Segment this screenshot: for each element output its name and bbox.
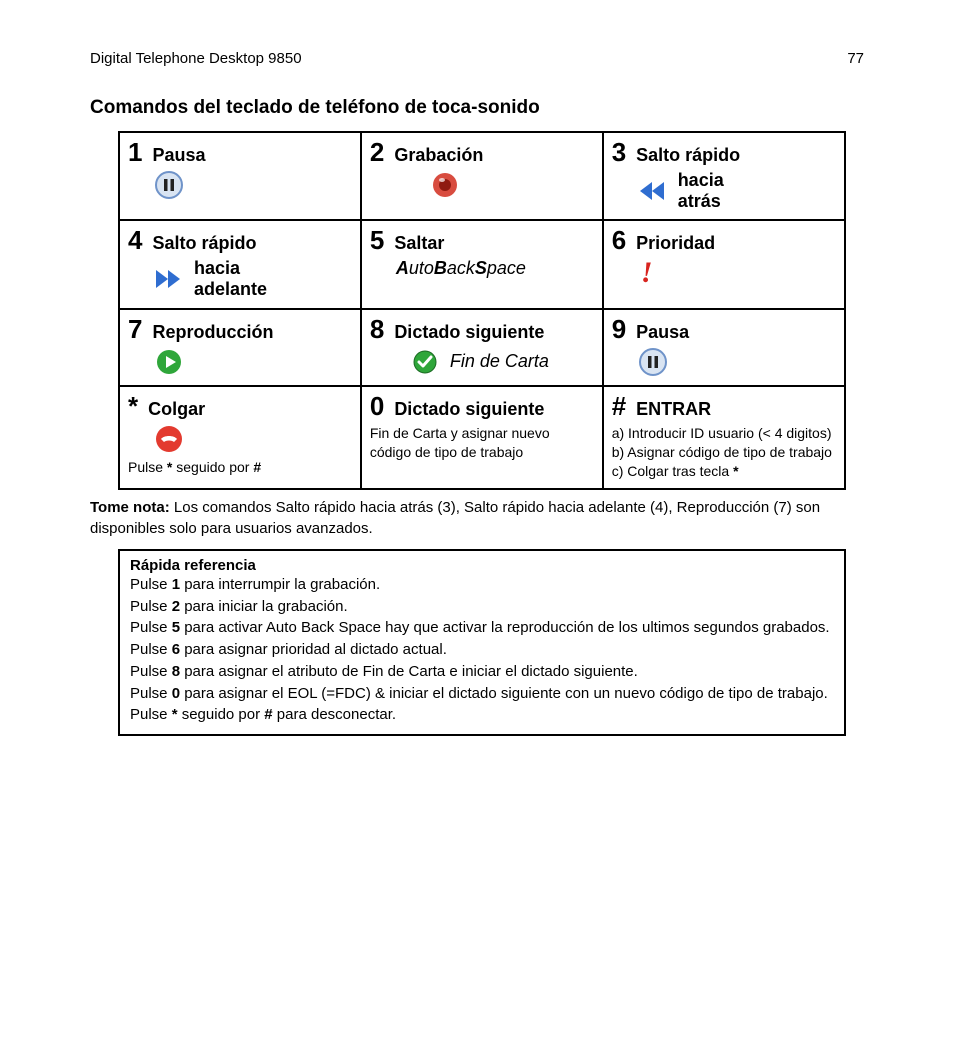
quick-reference-line: Pulse 5 para activar Auto Back Space hay… [130,617,834,639]
record-icon [430,170,460,200]
key-label: Salto rápido [636,145,740,166]
cell-6: 6 Prioridad ! [603,220,845,308]
key-number: * [128,393,138,419]
key-number: 2 [370,139,384,165]
key-label: Colgar [148,399,205,420]
key-number: 3 [612,139,626,165]
key-label: Pausa [636,322,689,343]
product-name: Digital Telephone Desktop 9850 [90,50,302,67]
section-title: Comandos del teclado de teléfono de toca… [90,97,864,119]
key-label: Reproducción [152,322,273,343]
keypad-table: 1 Pausa 2 Grabación [118,131,846,490]
cell-3: 3 Salto rápido haciaatrás [603,132,845,220]
key-label: ENTRAR [636,399,711,420]
autobackspace-label: AutoBackSpace [396,258,526,279]
quick-reference-line: Pulse 2 para iniciar la grabación. [130,596,834,618]
key-number: 8 [370,316,384,342]
quick-reference-line: Pulse 6 para asignar prioridad al dictad… [130,639,834,661]
check-icon [410,347,440,377]
rewind-icon [638,176,668,206]
cell-1: 1 Pausa [119,132,361,220]
priority-icon: ! [632,258,662,288]
cell-5: 5 Saltar AutoBackSpace [361,220,603,308]
key-label: Dictado siguiente [394,399,544,420]
key-label: Dictado siguiente [394,322,544,343]
key-sublabel: haciaadelante [194,258,267,299]
key-number: 5 [370,227,384,253]
fast-forward-icon [154,264,184,294]
quick-reference-title: Rápida referencia [130,557,834,574]
page-number: 77 [847,50,864,67]
note-paragraph: Tome nota: Los comandos Salto rápido hac… [90,498,864,539]
key-number: 0 [370,393,384,419]
cell-hash: # ENTRAR a) Introducir ID usuario (< 4 d… [603,386,845,490]
cell-7: 7 Reproducción [119,309,361,386]
key-number: 9 [612,316,626,342]
key-number: 7 [128,316,142,342]
cell-8: 8 Dictado siguiente Fin de Carta [361,309,603,386]
key-label: Saltar [394,233,444,254]
quick-reference-line: Pulse 1 para interrumpir la grabación. [130,574,834,596]
page-header: Digital Telephone Desktop 9850 77 [90,50,864,67]
key-number: 4 [128,227,142,253]
key-number: 6 [612,227,626,253]
quick-reference-line: Pulse 0 para asignar el EOL (=FDC) & ini… [130,683,834,705]
key-label: Salto rápido [152,233,256,254]
quick-reference-line: Pulse 8 para asignar el atributo de Fin … [130,661,834,683]
play-icon [154,347,184,377]
cell-star: * Colgar Pulse * seguido por # [119,386,361,490]
key-number: # [612,393,626,419]
star-instruction: Pulse * seguido por # [128,458,352,477]
pause-icon [638,347,668,377]
quick-reference-line: Pulse * seguido por # para desconectar. [130,704,834,726]
cell-2: 2 Grabación [361,132,603,220]
cell-0: 0 Dictado siguiente Fin de Carta y asign… [361,386,603,490]
key-label: Prioridad [636,233,715,254]
key-label: Pausa [152,145,205,166]
hangup-icon [154,424,184,454]
key-label: Grabación [394,145,483,166]
quick-reference-box: Rápida referencia Pulse 1 para interrump… [118,549,846,736]
zero-instruction: Fin de Carta y asignar nuevo código de t… [370,424,594,462]
key-sublabel: haciaatrás [678,170,724,211]
fin-de-carta-label: Fin de Carta [450,351,549,372]
cell-9: 9 Pausa [603,309,845,386]
hash-instruction: a) Introducir ID usuario (< 4 digitos) b… [612,424,836,481]
cell-4: 4 Salto rápido haciaadelante [119,220,361,308]
pause-icon [154,170,184,200]
key-number: 1 [128,139,142,165]
